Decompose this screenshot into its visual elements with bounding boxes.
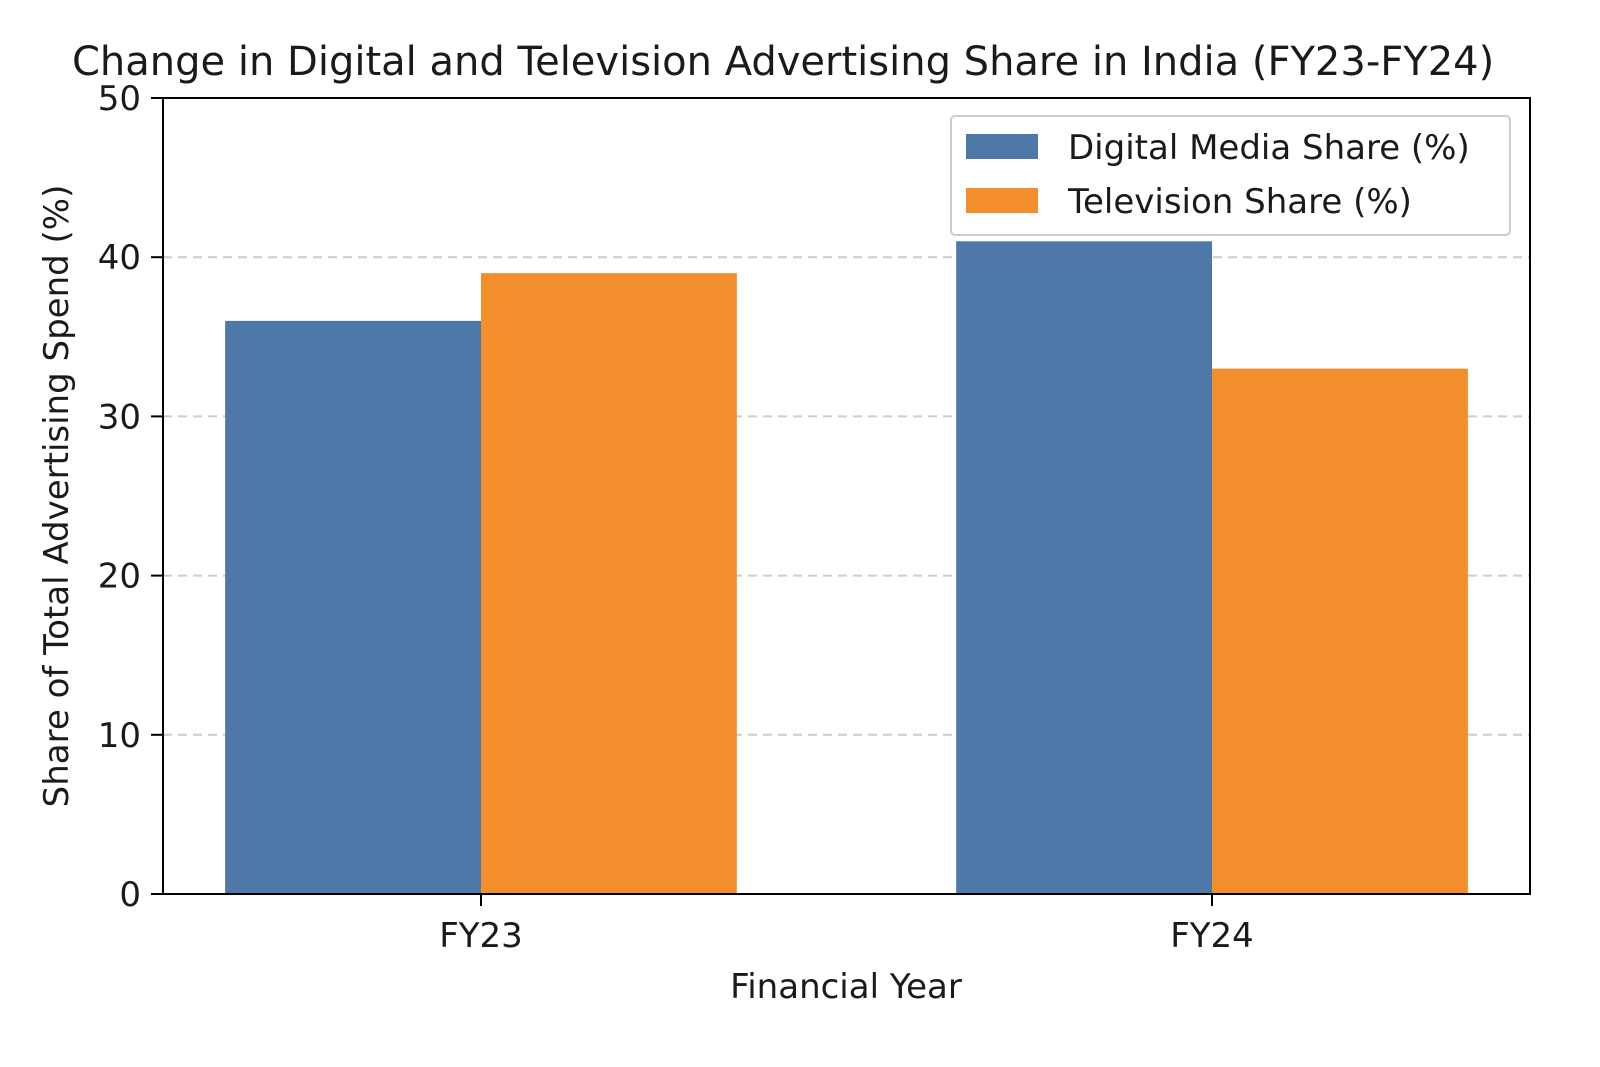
chart-title: Change in Digital and Television Adverti…	[72, 39, 1494, 85]
x-tick-label: FY23	[439, 916, 523, 956]
x-tick-label: FY24	[1170, 916, 1254, 956]
bar-television-fy23	[480, 273, 737, 894]
y-tick-label: 50	[98, 79, 141, 119]
y-axis-label: Share of Total Advertising Spend (%)	[37, 185, 77, 808]
bar-television-fy24	[1212, 368, 1468, 894]
y-tick-label: 0	[119, 875, 141, 915]
y-axis-ticks: 0 10 20 30 40 50	[98, 79, 163, 915]
legend-swatch-television	[966, 188, 1038, 213]
legend-swatch-digital	[966, 134, 1038, 159]
legend-label-digital: Digital Media Share (%)	[1068, 128, 1470, 168]
y-tick-label: 40	[98, 238, 141, 278]
bars	[225, 241, 1468, 894]
legend-label-television: Television Share (%)	[1067, 182, 1412, 222]
y-tick-label: 10	[98, 716, 141, 756]
y-tick-label: 30	[98, 397, 141, 437]
x-axis-label: Financial Year	[730, 967, 962, 1007]
y-tick-label: 20	[98, 557, 141, 597]
legend: Digital Media Share (%) Television Share…	[950, 115, 1511, 236]
legend-box	[950, 115, 1511, 236]
plot-frame	[162, 97, 1531, 895]
bar-digital-fy24	[956, 241, 1213, 894]
x-axis-ticks: FY23 FY24	[439, 894, 1254, 956]
bar-digital-fy23	[225, 320, 481, 894]
